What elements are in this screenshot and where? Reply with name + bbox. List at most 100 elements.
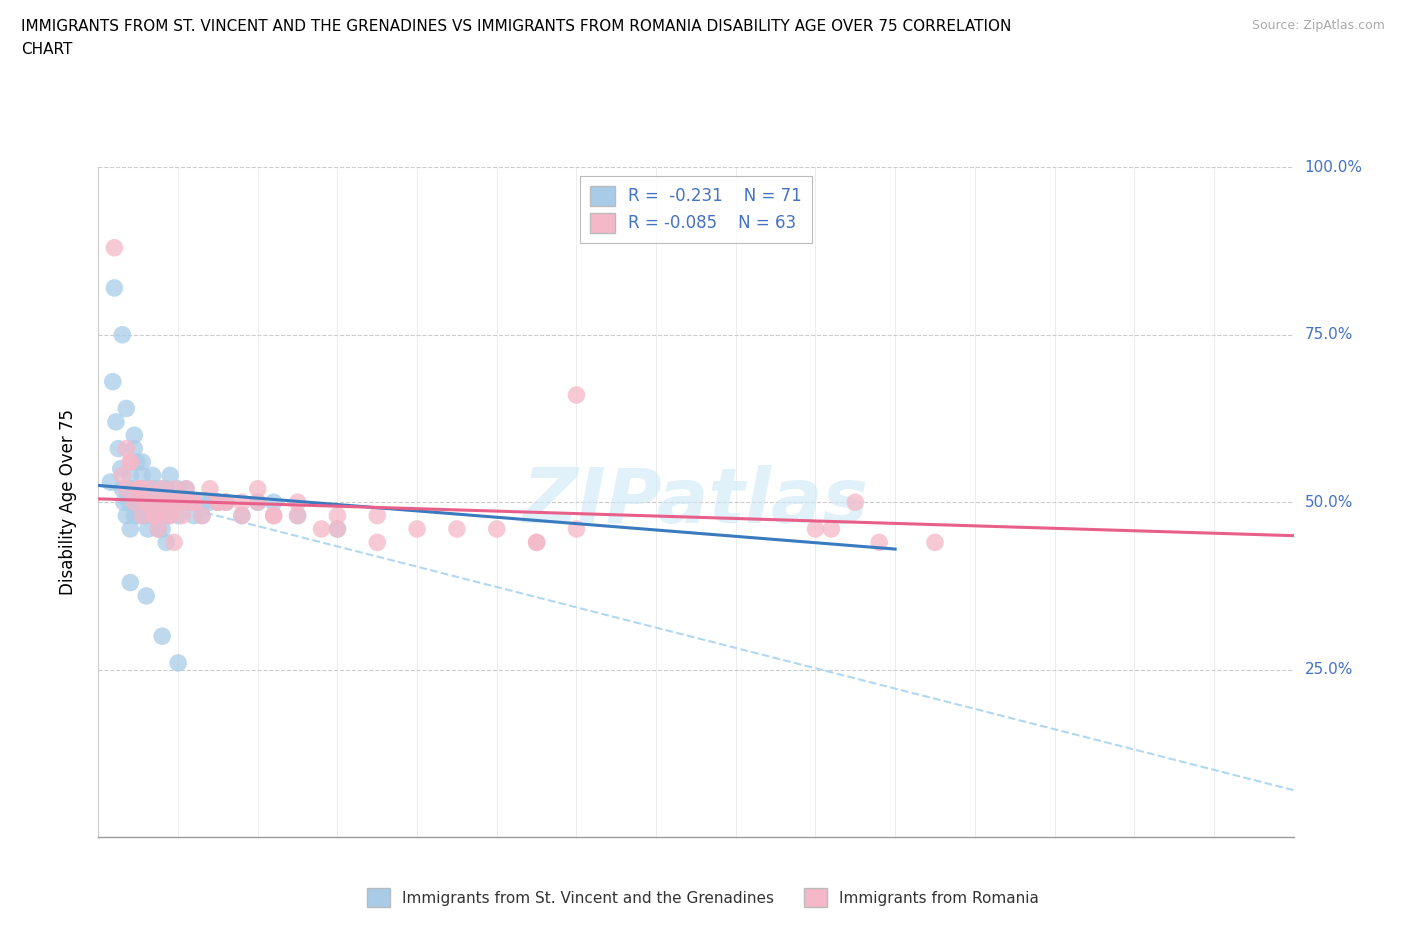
Point xyxy=(215,495,238,510)
Point xyxy=(287,508,309,523)
Point xyxy=(104,415,127,430)
Point xyxy=(148,508,170,523)
Point xyxy=(110,461,132,476)
Point xyxy=(149,482,172,497)
Point xyxy=(139,482,162,497)
Point xyxy=(134,482,156,497)
Point xyxy=(101,374,124,389)
Point xyxy=(124,508,146,523)
Point xyxy=(139,482,162,497)
Point xyxy=(366,535,388,550)
Point xyxy=(326,522,349,537)
Point xyxy=(135,508,157,523)
Point xyxy=(127,482,149,497)
Point xyxy=(183,495,205,510)
Text: 50.0%: 50.0% xyxy=(1305,495,1353,510)
Point xyxy=(118,495,141,510)
Point xyxy=(167,508,190,523)
Point xyxy=(231,508,253,523)
Point xyxy=(120,468,142,483)
Point xyxy=(172,495,194,510)
Text: Source: ZipAtlas.com: Source: ZipAtlas.com xyxy=(1251,19,1385,32)
Point xyxy=(246,495,269,510)
Point xyxy=(131,508,153,523)
Point xyxy=(159,495,181,510)
Point xyxy=(820,522,842,537)
Point xyxy=(111,468,134,483)
Point xyxy=(115,508,138,523)
Point xyxy=(179,495,201,510)
Point xyxy=(103,281,125,296)
Point xyxy=(155,508,177,523)
Point xyxy=(231,508,253,523)
Y-axis label: Disability Age Over 75: Disability Age Over 75 xyxy=(59,409,77,595)
Point xyxy=(207,495,229,510)
Point xyxy=(172,508,194,523)
Point xyxy=(127,482,149,497)
Point xyxy=(131,495,153,510)
Point xyxy=(127,495,149,510)
Point xyxy=(183,495,205,510)
Legend: Immigrants from St. Vincent and the Grenadines, Immigrants from Romania: Immigrants from St. Vincent and the Gren… xyxy=(360,883,1046,913)
Point xyxy=(174,482,197,497)
Point xyxy=(124,428,146,443)
Point xyxy=(155,535,177,550)
Point xyxy=(163,495,186,510)
Point xyxy=(207,495,229,510)
Point xyxy=(120,455,142,470)
Point xyxy=(207,495,229,510)
Text: 75.0%: 75.0% xyxy=(1305,327,1353,342)
Point xyxy=(157,508,180,523)
Point xyxy=(135,495,157,510)
Point xyxy=(139,482,162,497)
Point xyxy=(135,495,157,510)
Point xyxy=(131,455,153,470)
Point xyxy=(326,508,349,523)
Point xyxy=(148,495,170,510)
Point xyxy=(120,455,142,470)
Point xyxy=(148,495,170,510)
Legend: R =  -0.231    N = 71, R = -0.085    N = 63: R = -0.231 N = 71, R = -0.085 N = 63 xyxy=(579,176,813,243)
Point xyxy=(526,535,548,550)
Point xyxy=(263,495,285,510)
Point xyxy=(120,522,142,537)
Point xyxy=(485,522,508,537)
Point xyxy=(136,522,159,537)
Point xyxy=(111,482,134,497)
Point xyxy=(163,535,186,550)
Point xyxy=(263,508,285,523)
Point xyxy=(263,508,285,523)
Text: IMMIGRANTS FROM ST. VINCENT AND THE GRENADINES VS IMMIGRANTS FROM ROMANIA DISABI: IMMIGRANTS FROM ST. VINCENT AND THE GREN… xyxy=(21,19,1011,33)
Point xyxy=(115,482,138,497)
Point xyxy=(207,495,229,510)
Point xyxy=(844,495,866,510)
Point xyxy=(191,495,214,510)
Point xyxy=(159,508,181,523)
Point xyxy=(121,482,143,497)
Text: 25.0%: 25.0% xyxy=(1305,662,1353,677)
Point xyxy=(526,535,548,550)
Point xyxy=(231,495,253,510)
Point xyxy=(159,495,181,510)
Point xyxy=(287,495,309,510)
Point xyxy=(287,508,309,523)
Point xyxy=(143,482,166,497)
Point xyxy=(142,468,165,483)
Point xyxy=(150,482,173,497)
Point xyxy=(111,327,134,342)
Point xyxy=(163,495,186,510)
Point xyxy=(246,482,269,497)
Point xyxy=(135,495,157,510)
Point xyxy=(215,495,238,510)
Point xyxy=(150,629,173,644)
Point xyxy=(565,388,588,403)
Point xyxy=(366,508,388,523)
Point xyxy=(163,482,186,497)
Point xyxy=(148,522,170,537)
Point xyxy=(128,508,150,523)
Point xyxy=(179,495,201,510)
Point xyxy=(311,522,333,537)
Point xyxy=(143,508,166,523)
Point xyxy=(167,495,190,510)
Point xyxy=(107,441,129,456)
